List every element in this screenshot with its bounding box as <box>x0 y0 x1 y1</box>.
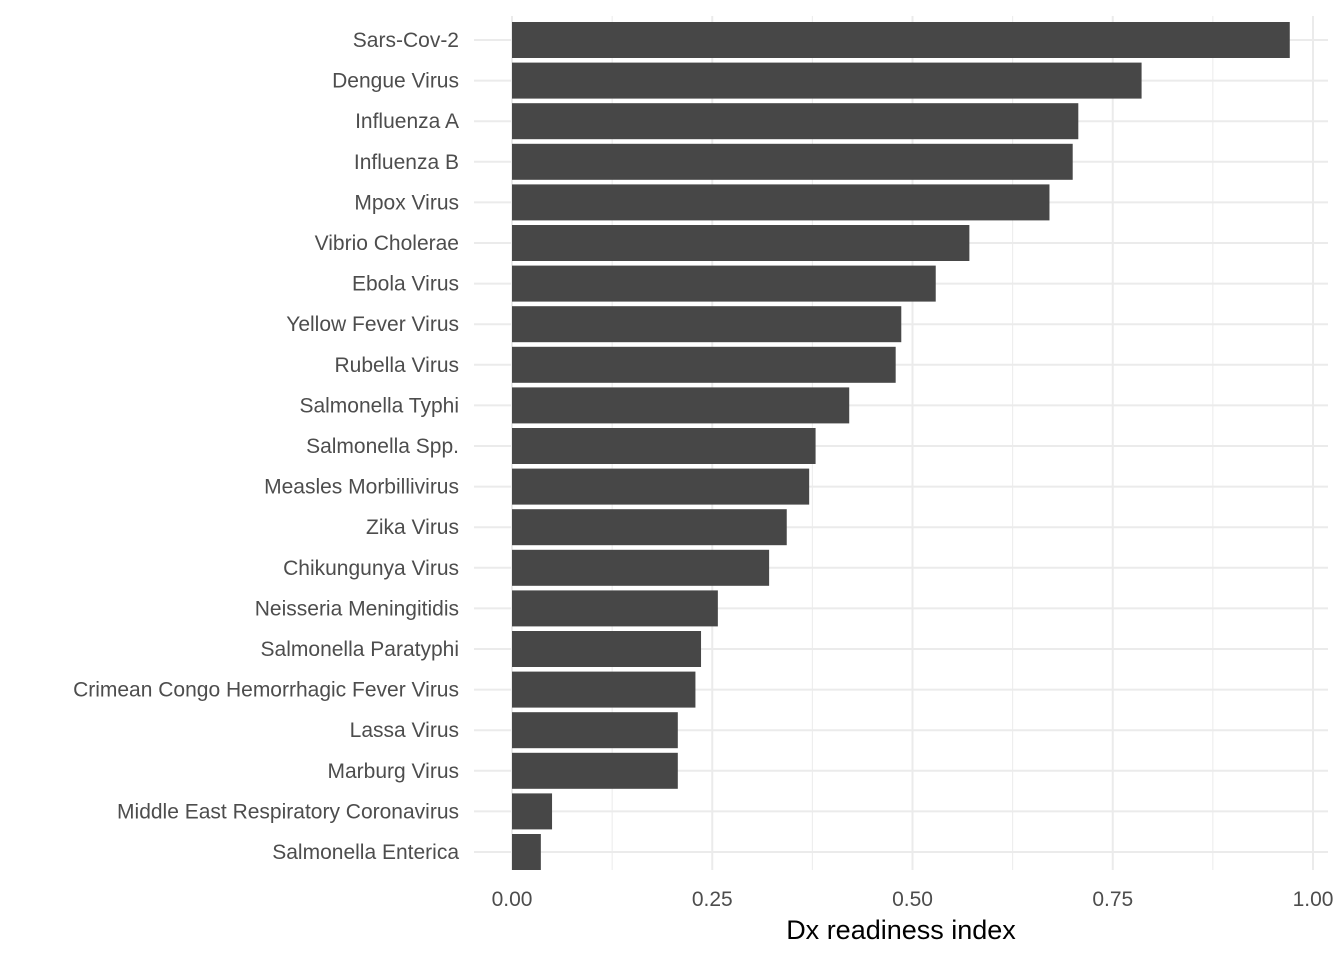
bar <box>512 22 1290 58</box>
bar <box>512 590 718 627</box>
category-label: Influenza A <box>355 110 459 133</box>
bar <box>512 184 1050 221</box>
bar <box>512 834 541 870</box>
x-tick-labels: 0.00 0.25 0.50 0.75 1.00 <box>492 888 1334 911</box>
category-label: Salmonella Enterica <box>272 841 459 864</box>
category-label: Chikungunya Virus <box>283 557 459 580</box>
x-tick-label: 0.50 <box>892 888 933 911</box>
category-label: Lassa Virus <box>350 719 459 742</box>
category-label: Dengue Virus <box>332 70 459 93</box>
category-label: Zika Virus <box>366 516 459 539</box>
category-label: Middle East Respiratory Coronavirus <box>117 800 459 823</box>
bar <box>512 225 970 261</box>
category-label: Ebola Virus <box>352 273 459 296</box>
category-label: Salmonella Typhi <box>299 394 459 417</box>
category-label: Marburg Virus <box>328 760 460 783</box>
category-label: Measles Morbillivirus <box>264 476 459 499</box>
bar <box>512 631 702 667</box>
bar <box>512 793 553 830</box>
bar <box>512 468 810 505</box>
x-tick-label: 0.00 <box>492 888 533 911</box>
category-labels: Sars-Cov-2 Dengue Virus Influenza A Influen… <box>73 29 459 864</box>
category-label: Yellow Fever Virus <box>286 313 459 336</box>
bar <box>512 143 1073 180</box>
bar <box>512 752 678 789</box>
bar <box>512 509 787 546</box>
bar <box>512 671 696 708</box>
category-label: Salmonella Spp. <box>306 435 459 458</box>
x-tick-label: 1.00 <box>1293 888 1334 911</box>
x-tick-label: 0.75 <box>1092 888 1133 911</box>
x-tick-label: 0.25 <box>692 888 733 911</box>
category-label: Neisseria Meningitidis <box>255 597 459 620</box>
category-label: Vibrio Cholerae <box>315 232 459 255</box>
bar <box>512 306 902 343</box>
category-label: Mpox Virus <box>354 191 459 214</box>
bar <box>512 387 850 424</box>
category-label: Influenza B <box>354 151 459 174</box>
bar <box>512 549 770 586</box>
bar <box>512 346 896 383</box>
category-label: Salmonella Paratyphi <box>261 638 459 661</box>
category-label: Crimean Congo Hemorrhagic Fever Virus <box>73 679 459 702</box>
x-axis-title: Dx readiness index <box>786 915 1016 945</box>
bars <box>512 22 1290 870</box>
bar <box>512 265 936 302</box>
bar <box>512 62 1142 99</box>
bar <box>512 712 678 749</box>
category-label: Sars-Cov-2 <box>353 29 459 52</box>
bar <box>512 103 1079 140</box>
bar <box>512 428 816 464</box>
category-label: Rubella Virus <box>334 354 459 377</box>
